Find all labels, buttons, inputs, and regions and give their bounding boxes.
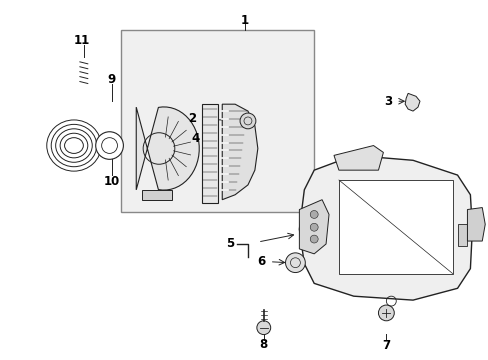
Polygon shape [299, 200, 328, 254]
Bar [457, 224, 467, 246]
Bar [202, 104, 218, 203]
Text: 7: 7 [382, 339, 389, 352]
Bar [142, 190, 171, 200]
Polygon shape [299, 156, 471, 300]
Polygon shape [467, 208, 484, 241]
Text: 10: 10 [103, 175, 120, 189]
Circle shape [378, 305, 393, 321]
Polygon shape [333, 145, 383, 170]
Text: 8: 8 [259, 338, 267, 351]
Bar [338, 180, 452, 274]
Circle shape [309, 223, 318, 231]
Circle shape [240, 113, 255, 129]
Text: 11: 11 [74, 34, 90, 47]
Text: 9: 9 [107, 73, 116, 86]
Circle shape [256, 321, 270, 334]
Polygon shape [222, 104, 257, 200]
Text: 3: 3 [384, 95, 391, 108]
Circle shape [285, 253, 305, 273]
Text: 4: 4 [191, 132, 199, 145]
Polygon shape [405, 93, 419, 111]
Text: 2: 2 [188, 112, 196, 125]
Circle shape [309, 235, 318, 243]
Text: 6: 6 [257, 255, 265, 268]
Circle shape [309, 211, 318, 219]
Text: 5: 5 [225, 238, 234, 251]
Bar [121, 30, 314, 212]
Text: 1: 1 [241, 14, 248, 27]
Circle shape [96, 132, 123, 159]
Polygon shape [136, 107, 199, 190]
